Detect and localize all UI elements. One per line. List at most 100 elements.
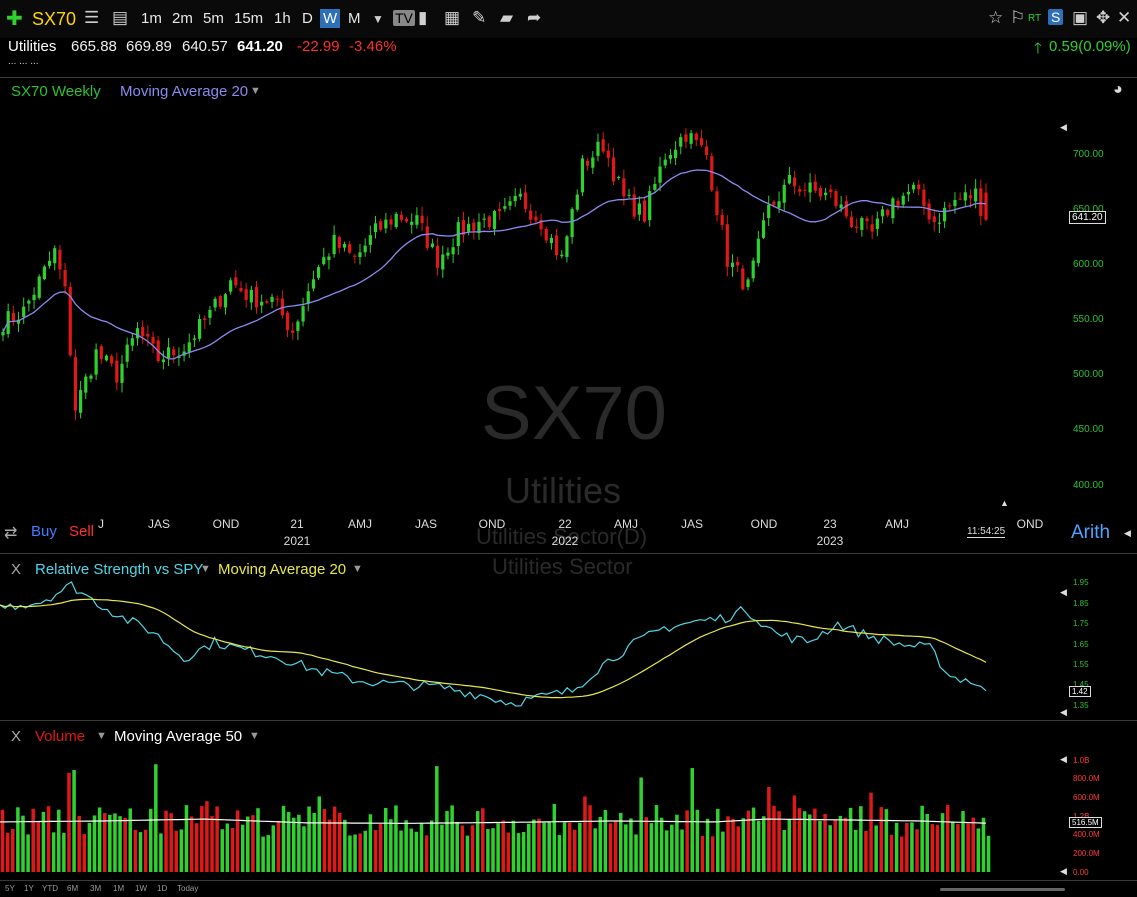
volume-bar bbox=[874, 825, 878, 872]
move-icon[interactable]: ✥ bbox=[1096, 8, 1111, 27]
volume-bar bbox=[169, 813, 173, 872]
range-6m[interactable]: 6M bbox=[67, 884, 79, 893]
chevron-down-icon[interactable]: ▼ bbox=[249, 730, 260, 742]
candle-body bbox=[751, 260, 755, 279]
range-1w[interactable]: 1W bbox=[135, 884, 147, 893]
volume-bar bbox=[440, 824, 444, 872]
candle-body bbox=[435, 245, 440, 268]
timeframe-15m[interactable]: 15m bbox=[234, 10, 264, 27]
collapse-left-icon[interactable]: ◀ bbox=[1060, 587, 1067, 597]
volume-bar bbox=[128, 808, 133, 872]
calculator-icon[interactable]: ▦ bbox=[444, 8, 461, 27]
x-tick: AMJ bbox=[614, 517, 638, 531]
volume-bar bbox=[97, 807, 102, 872]
rs-tick: 1.35 bbox=[1073, 701, 1089, 710]
chevron-down-icon[interactable]: ▼ bbox=[372, 12, 384, 26]
candle-body bbox=[575, 194, 579, 210]
y-tick-400: 400.00 bbox=[1073, 480, 1104, 491]
rs-line bbox=[0, 581, 987, 707]
chevron-down-icon[interactable]: ▼ bbox=[96, 730, 107, 742]
collapse-left-icon[interactable]: ◀ bbox=[1060, 122, 1067, 132]
volume-bar bbox=[210, 816, 214, 872]
volume-bar bbox=[358, 833, 362, 872]
collapse-up-icon[interactable]: ▲ bbox=[1000, 498, 1009, 508]
volume-bar bbox=[164, 810, 168, 872]
save-icon[interactable]: ▣ bbox=[1072, 8, 1089, 27]
volume-bar bbox=[378, 824, 383, 872]
watermark-sector-2: Utilities Sector bbox=[492, 554, 633, 579]
main-ma-label[interactable]: Moving Average 20 bbox=[120, 83, 249, 100]
palette-icon[interactable]: ◕ bbox=[1113, 81, 1123, 98]
tv-icon[interactable]: TV bbox=[393, 10, 415, 26]
timeframe-5m[interactable]: 5m bbox=[203, 10, 224, 27]
range-3m[interactable]: 3M bbox=[90, 884, 102, 893]
rs-series-label[interactable]: Relative Strength vs SPY bbox=[35, 561, 204, 578]
plus-icon[interactable]: ✚ bbox=[6, 8, 23, 30]
candle-body bbox=[839, 204, 843, 209]
scale-toggle[interactable]: Arith bbox=[1071, 522, 1111, 543]
share-icon[interactable]: ➦ bbox=[527, 8, 542, 27]
sell-button[interactable]: Sell bbox=[69, 523, 95, 540]
range-5y[interactable]: 5Y bbox=[5, 884, 15, 893]
range-1m[interactable]: 1M bbox=[113, 884, 125, 893]
rs-ma-label[interactable]: Moving Average 20 bbox=[218, 561, 347, 578]
candle-body bbox=[767, 204, 771, 219]
volume-bar bbox=[123, 817, 127, 872]
dots-menu[interactable]: ... ... ... bbox=[8, 56, 39, 67]
chevron-down-icon[interactable]: ▼ bbox=[250, 85, 261, 97]
pencil-icon[interactable]: ✎ bbox=[472, 8, 487, 27]
timeframe-d[interactable]: D bbox=[302, 10, 313, 27]
range-today[interactable]: Today bbox=[177, 884, 199, 893]
volume-bar bbox=[343, 819, 347, 872]
range-1d[interactable]: 1D bbox=[157, 884, 168, 893]
candle-body bbox=[906, 191, 910, 195]
timeframe-2m[interactable]: 2m bbox=[172, 10, 193, 27]
range-1y[interactable]: 1Y bbox=[24, 884, 34, 893]
timeframe-m[interactable]: M bbox=[348, 10, 361, 27]
range-ytd[interactable]: YTD bbox=[42, 884, 58, 893]
volume-ma-label[interactable]: Moving Average 50 bbox=[114, 728, 243, 745]
collapse-left-icon[interactable]: ◀ bbox=[1060, 866, 1067, 876]
volume-series-label[interactable]: Volume bbox=[35, 728, 86, 745]
bar-chart-icon[interactable]: ▮ bbox=[418, 8, 428, 27]
candle-body bbox=[311, 279, 316, 289]
folder-icon[interactable]: ▰ bbox=[500, 8, 514, 27]
symbol-input[interactable]: SX70 bbox=[32, 9, 77, 29]
timeframe-1h[interactable]: 1h bbox=[274, 10, 291, 27]
main-series-label[interactable]: SX70 Weekly bbox=[11, 83, 101, 100]
s-badge[interactable]: S bbox=[1048, 9, 1064, 25]
timeframe-1m[interactable]: 1m bbox=[141, 10, 162, 27]
flag-icon[interactable]: ⚐ bbox=[1010, 8, 1026, 27]
volume-bar bbox=[639, 777, 643, 872]
candle-body bbox=[89, 375, 93, 379]
candle-body bbox=[265, 301, 269, 303]
candle-body bbox=[172, 349, 176, 356]
collapse-left-icon[interactable]: ◀ bbox=[1060, 707, 1067, 717]
timeframe-w[interactable]: W bbox=[320, 9, 341, 28]
volume-bar bbox=[603, 810, 608, 872]
candle-body bbox=[1, 332, 5, 336]
collapse-left-icon[interactable]: ◀ bbox=[1060, 754, 1067, 764]
divider bbox=[0, 880, 1137, 881]
chevron-down-icon[interactable]: ▼ bbox=[200, 563, 211, 575]
rs-close-button[interactable]: X bbox=[11, 561, 22, 578]
print-icon[interactable]: ▤ bbox=[112, 8, 129, 27]
chevron-down-icon[interactable]: ▼ bbox=[352, 563, 363, 575]
volume-bar bbox=[394, 805, 398, 872]
rt-badge: RT bbox=[1028, 13, 1042, 24]
star-icon[interactable]: ☆ bbox=[988, 8, 1004, 27]
volume-close-button[interactable]: X bbox=[11, 728, 22, 745]
buy-button[interactable]: Buy bbox=[31, 523, 57, 540]
candle-body bbox=[379, 221, 383, 230]
collapse-left-icon[interactable]: ◀ bbox=[1124, 528, 1131, 538]
candle-body bbox=[829, 189, 833, 193]
list-icon[interactable]: ☰ bbox=[84, 8, 100, 27]
close-icon[interactable]: ✕ bbox=[1117, 8, 1132, 27]
rs-tick: 1.45 bbox=[1073, 680, 1089, 689]
candle-body bbox=[761, 220, 766, 238]
candle-body bbox=[834, 191, 838, 207]
scrollbar[interactable] bbox=[940, 888, 1065, 891]
swap-icon[interactable]: ⇄ bbox=[4, 525, 18, 542]
candle-body bbox=[79, 390, 83, 413]
